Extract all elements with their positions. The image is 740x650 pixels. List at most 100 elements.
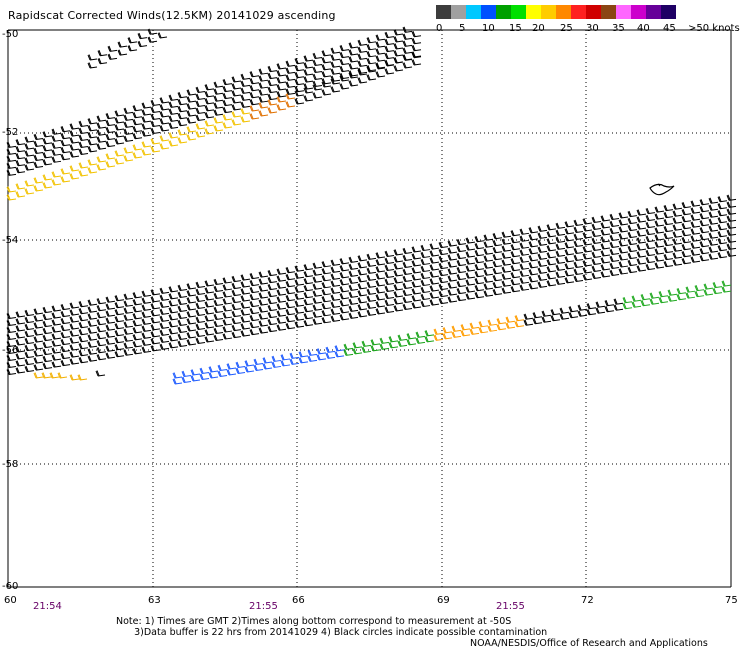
wind-barb — [208, 372, 219, 379]
wind-barb — [636, 258, 647, 265]
wind-barb — [519, 270, 530, 277]
wind-barb — [117, 49, 128, 56]
wind-barb — [285, 74, 296, 81]
wind-barb — [402, 282, 413, 290]
wind-barb — [240, 309, 251, 316]
wind-barb — [276, 324, 287, 331]
wind-barb — [465, 251, 476, 258]
wind-barb — [627, 210, 638, 218]
wind-barb — [132, 320, 143, 327]
wind-barb — [78, 350, 89, 357]
wind-barb — [375, 55, 386, 62]
wind-barb — [618, 226, 629, 233]
wind-barb — [501, 273, 512, 280]
wind-barb — [366, 66, 377, 73]
wind-barb — [312, 92, 323, 99]
wind-barb — [303, 69, 314, 76]
wind-barb — [6, 354, 17, 362]
wind-barb — [276, 317, 287, 324]
wind-barb — [186, 311, 197, 318]
wind-barb — [60, 133, 71, 140]
wind-barb — [681, 223, 692, 230]
wind-barb — [699, 220, 710, 227]
wind-barb — [352, 348, 363, 355]
wind-barb — [546, 273, 557, 280]
wind-barb — [330, 47, 341, 54]
wind-barb — [132, 341, 143, 348]
wind-barb — [348, 56, 359, 63]
wind-barb — [384, 299, 395, 306]
wind-barb — [546, 238, 557, 245]
wind-barb — [276, 303, 287, 310]
wind-barb — [699, 227, 710, 234]
wind-barb — [60, 154, 71, 161]
wind-barb — [132, 299, 143, 306]
wind-barb — [87, 54, 98, 61]
wind-barb — [258, 327, 269, 334]
wind-barb — [303, 313, 314, 320]
wind-barb — [276, 84, 287, 91]
wind-barb — [375, 287, 386, 294]
wind-barb — [379, 343, 390, 350]
wind-barb — [78, 127, 89, 134]
wind-barb — [294, 279, 305, 286]
wind-barb — [186, 318, 197, 325]
wind-barb — [105, 126, 116, 134]
wind-barb — [609, 227, 620, 235]
wind-barb — [186, 89, 197, 96]
wind-barb — [240, 101, 251, 108]
wind-barb — [330, 273, 341, 280]
wind-barb — [24, 309, 35, 317]
wind-barb — [303, 292, 314, 299]
wind-barb — [114, 302, 125, 309]
wind-barb — [663, 253, 674, 261]
wind-barb — [294, 58, 305, 65]
wind-barb — [573, 254, 584, 261]
wind-barb — [69, 337, 80, 344]
wind-barb — [582, 218, 593, 225]
wind-barb — [204, 112, 215, 119]
wind-barb — [708, 232, 719, 239]
wind-barb — [141, 290, 152, 297]
wind-barb — [537, 246, 548, 253]
wind-barb — [438, 297, 449, 305]
wind-barb — [555, 229, 566, 236]
wind-barb — [96, 143, 107, 150]
wind-barb — [33, 357, 44, 364]
wind-barb — [555, 264, 566, 271]
wind-barb — [105, 303, 116, 310]
wind-barb — [681, 244, 692, 251]
wind-barb — [186, 134, 197, 141]
wind-barb — [636, 265, 647, 272]
wind-barb — [613, 298, 624, 305]
wind-barb — [6, 361, 17, 369]
wind-barb — [375, 294, 386, 301]
wind-barb — [348, 63, 359, 70]
wind-barb — [186, 304, 197, 311]
wind-barb — [141, 311, 152, 318]
wind-barb — [600, 215, 611, 222]
wind-barb — [465, 293, 476, 300]
wind-barb — [181, 370, 192, 377]
wind-barb — [357, 276, 368, 283]
wind-barb — [249, 78, 260, 85]
wind-barb — [600, 271, 611, 278]
wind-barb — [258, 110, 269, 117]
wind-barb — [51, 354, 62, 361]
wind-barb — [357, 311, 368, 318]
wind-barb — [303, 306, 314, 313]
wind-barb — [271, 361, 282, 368]
wind-barb — [609, 213, 620, 221]
wind-barb — [393, 277, 404, 284]
wind-barb — [681, 202, 692, 209]
wind-barb — [600, 264, 611, 271]
wind-barb — [654, 234, 665, 241]
wind-barb — [24, 143, 35, 150]
wind-barb — [559, 313, 570, 320]
wind-barb — [699, 206, 710, 213]
wind-barb — [249, 293, 260, 301]
wind-barb — [267, 325, 278, 333]
wind-barb — [24, 164, 35, 171]
wind-barb — [397, 334, 408, 341]
wind-barb — [96, 164, 107, 171]
